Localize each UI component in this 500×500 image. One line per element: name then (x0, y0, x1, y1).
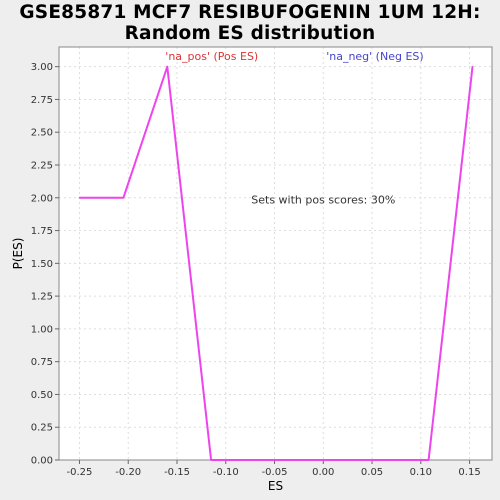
y-tick-label: 1.00 (31, 324, 53, 335)
y-tick-label: 0.50 (31, 390, 53, 401)
x-tick-label: -0.15 (164, 467, 190, 478)
x-tick-label: -0.05 (262, 467, 288, 478)
series-point (166, 65, 169, 68)
chart-title-line-2: Random ES distribution (124, 23, 376, 44)
y-tick-label: 2.00 (31, 193, 53, 204)
chart-title-line-1: GSE85871 MCF7 RESIBUFOGENIN 1UM 12H: (19, 2, 481, 23)
x-tick-label: -0.10 (213, 467, 239, 478)
y-tick-label: 1.75 (31, 226, 53, 237)
x-axis-label: ES (268, 479, 283, 493)
y-tick-label: 1.50 (31, 259, 53, 270)
x-tick-label: -0.20 (115, 467, 141, 478)
y-tick-label: 2.25 (31, 161, 53, 172)
series-point (341, 459, 344, 461)
y-tick-label: 0.75 (31, 357, 53, 368)
series-layer (78, 65, 474, 461)
y-tick-label: 0.00 (31, 456, 53, 467)
series-line (79, 65, 474, 461)
text-layer: -0.25 -0.20 -0.15 -0.10 -0.05 0.00 0.05 0.10 0.1… (11, 50, 481, 493)
x-tick-label: 0.10 (410, 467, 432, 478)
y-tick-label: 1.25 (31, 292, 53, 303)
series-point (78, 196, 81, 199)
legend-entry: 'na_pos' (Pos ES) (165, 50, 258, 63)
grid-lines (59, 47, 492, 461)
plot-area (59, 47, 492, 460)
x-tick-label: -0.25 (67, 467, 93, 478)
x-tick-label: 0.05 (361, 467, 383, 478)
series-point (298, 459, 300, 461)
legend-entry: 'na_neg' (Neg ES) (326, 50, 423, 63)
y-axis-label: P(ES) (11, 238, 25, 270)
y-tick-label: 3.00 (31, 62, 53, 73)
series-point (210, 459, 212, 461)
series-point (254, 459, 256, 461)
series-point (427, 459, 430, 461)
series-point (122, 196, 125, 199)
annotation-text: Sets with pos scores: 30% (251, 194, 395, 207)
x-tick-label: 0.15 (458, 467, 480, 478)
y-tick-label: 0.25 (31, 423, 53, 434)
x-tick-label: 0.00 (312, 467, 334, 478)
series-point (471, 65, 474, 68)
y-tick-label: 2.50 (31, 128, 53, 139)
series-point (385, 459, 388, 461)
y-tick-label: 2.75 (31, 95, 53, 106)
